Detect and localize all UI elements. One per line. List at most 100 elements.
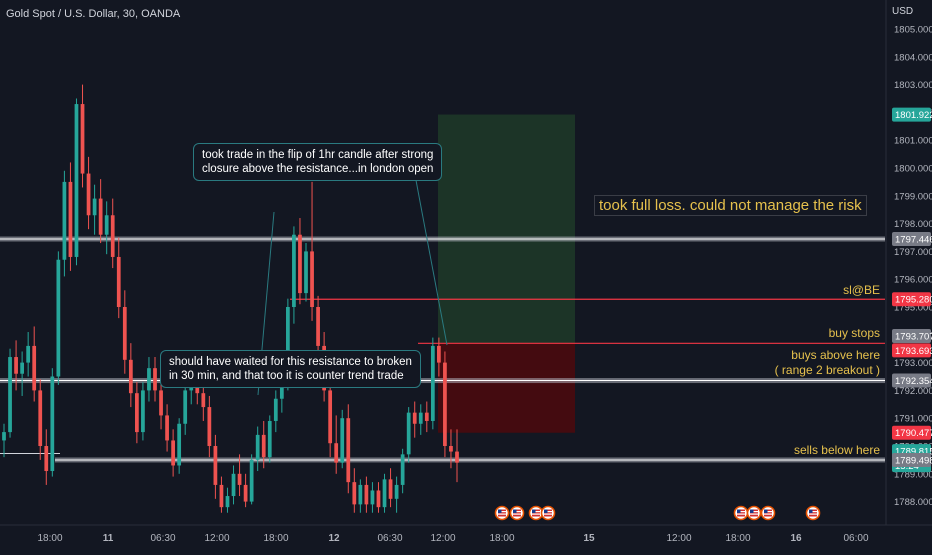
candle-body-50 [304, 251, 308, 294]
event-flag-stripes-4 [737, 509, 745, 517]
candle-body-70 [424, 412, 429, 421]
candle-body-43 [261, 434, 266, 458]
event-flag-stripe-a-2 [532, 511, 540, 513]
price-label-0: 1801.922 [895, 110, 932, 121]
candle-body-73 [443, 362, 447, 446]
price-label-bg-2 [892, 292, 931, 307]
candle-body-67 [406, 412, 411, 455]
event-flag-stripe-b-5 [750, 513, 758, 515]
candle-body-46 [279, 382, 284, 399]
candle-body-56 [340, 418, 345, 463]
candle-body-33 [201, 393, 206, 408]
sl-label[interactable]: sl@BE [843, 283, 880, 297]
event-flag-canton-1 [513, 509, 517, 513]
price-label-bg-5 [892, 373, 931, 388]
price-label-8: 1789.498 [895, 455, 932, 466]
candle-body-62 [376, 490, 381, 508]
candle-body-47 [286, 307, 290, 383]
price-tick-16: 1789.000 [894, 469, 932, 480]
candle-body-21 [128, 359, 133, 394]
price-label-6: 1790.477 [895, 428, 932, 439]
price-label-bg-8 [892, 452, 931, 467]
event-flag-stripe-a-4 [737, 511, 745, 513]
event-flag-canton-3 [544, 509, 548, 513]
candle-body-37 [225, 496, 230, 508]
candle-body-55 [334, 443, 339, 463]
event-flag-stripe-a-7 [809, 511, 817, 513]
price-tick-13: 1792.000 [894, 386, 932, 397]
candle-body-66 [400, 454, 405, 485]
loss-note[interactable]: took full loss. could not manage the ris… [594, 195, 867, 216]
price-tick-6: 1799.000 [894, 191, 932, 202]
buy-stops-label[interactable]: buy stops [828, 326, 880, 340]
event-flag-canton-2 [532, 509, 536, 513]
candle-body-4 [26, 345, 31, 363]
price-label-bg-0 [892, 107, 931, 122]
candle-body-28 [171, 440, 175, 466]
candle-body-59 [358, 484, 363, 505]
price-label-2: 1795.280 [895, 295, 932, 306]
candle-body-49 [298, 234, 302, 294]
trade-note-pointer [414, 174, 448, 346]
candle-body-44 [267, 420, 272, 458]
price-tick-2: 1803.000 [894, 80, 932, 91]
trade-note-line-2: closure above the resistance...in london… [202, 163, 434, 175]
candle-body-48 [292, 234, 296, 307]
candle-body-16 [98, 198, 103, 235]
event-flag-stripe-b-3 [544, 513, 552, 515]
candle-body-51 [310, 251, 314, 307]
trade-note[interactable]: took trade in the flip of 1hr candle aft… [193, 143, 443, 181]
event-flag-icon-0 [494, 505, 510, 521]
candle-body-65 [394, 484, 399, 499]
price-label-7: 1789.815 [895, 447, 932, 458]
candle-body-13 [80, 104, 85, 174]
sells-below-label[interactable]: sells below here [793, 443, 880, 457]
event-flag-canton-0 [498, 509, 502, 513]
event-flag-stripe-a-1 [513, 511, 521, 513]
event-flag-stripe-b-1 [513, 513, 521, 515]
candle-body-45 [273, 398, 278, 421]
event-flag-stripes-3 [544, 509, 552, 517]
price-label-4: 1793.693 [895, 346, 932, 357]
candle-body-36 [219, 484, 224, 508]
symbol-title[interactable]: Gold Spot / U.S. Dollar, 30, OANDA [6, 8, 181, 20]
trade-note-line-1: took trade in the flip of 1hr candle aft… [202, 149, 434, 161]
candle-body-32 [195, 384, 200, 394]
candle-body-42 [255, 434, 260, 460]
price-tick-7: 1798.000 [894, 219, 932, 230]
time-tick-5: 12 [328, 533, 340, 544]
candle-body-72 [437, 345, 441, 363]
event-flag-stripes-6 [764, 509, 772, 517]
wait-note[interactable]: should have waited for this resistance t… [160, 350, 421, 388]
time-tick-7: 12:00 [430, 533, 455, 544]
price-label-bg-3 [892, 328, 931, 343]
candle-body-3 [20, 362, 24, 374]
event-flag-stripe-b-7 [809, 513, 817, 515]
price-tick-5: 1800.000 [894, 164, 932, 175]
stop-zone [438, 343, 575, 433]
event-flag-icon-5 [746, 505, 762, 521]
wait-note-line-2: in 30 min, and that too it is counter tr… [169, 370, 404, 382]
buys-above-line-1: buys above here [791, 348, 880, 362]
candle-body-14 [86, 173, 91, 216]
event-flag-canton-6 [764, 509, 768, 513]
time-tick-1: 11 [103, 533, 114, 544]
candle-body-11 [68, 181, 73, 257]
candle-body-60 [364, 484, 369, 505]
event-flag-stripe-a-0 [498, 511, 506, 513]
buys-above-label[interactable]: buys above here ( range 2 breakout ) [775, 348, 880, 378]
price-tick-12: 1793.000 [894, 358, 932, 369]
candle-body-8 [50, 376, 55, 472]
candle-body-38 [231, 473, 236, 497]
price-label-bg-1 [892, 232, 931, 247]
candle-body-22 [135, 393, 139, 433]
price-tick-9: 1796.000 [894, 275, 932, 286]
time-tick-11: 18:00 [725, 533, 750, 544]
candle-body-63 [382, 479, 387, 508]
event-flag-stripes-7 [809, 509, 817, 517]
event-flag-stripe-a-3 [544, 511, 552, 513]
price-label-bg-4 [892, 343, 931, 358]
candle-body-2 [14, 357, 18, 374]
